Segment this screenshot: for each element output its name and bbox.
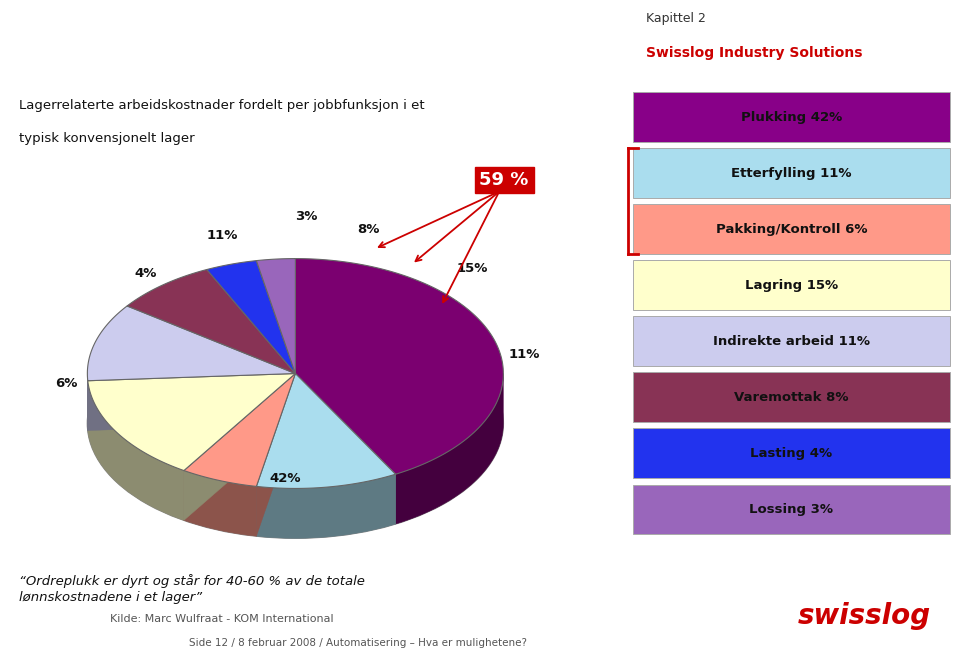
Polygon shape (296, 259, 503, 474)
Text: Etterfylling 11%: Etterfylling 11% (732, 167, 852, 180)
Text: Kilde: Marc Wulfraat - KOM International: Kilde: Marc Wulfraat - KOM International (109, 614, 333, 624)
Text: lønnskostnadene i et lager”: lønnskostnadene i et lager” (19, 591, 203, 604)
Text: 15%: 15% (456, 262, 488, 275)
Text: Varemottak 8%: Varemottak 8% (734, 390, 849, 404)
Text: 6%: 6% (56, 377, 78, 390)
Polygon shape (256, 374, 396, 488)
Text: ORDREPLUKK ER DYRT: ORDREPLUKK ER DYRT (25, 32, 429, 63)
Polygon shape (396, 374, 503, 524)
Polygon shape (206, 261, 296, 374)
Text: swisslog: swisslog (798, 602, 931, 630)
Polygon shape (296, 374, 396, 524)
Text: 11%: 11% (509, 348, 540, 361)
Polygon shape (87, 374, 296, 430)
Text: typisk konvensjonelt lager: typisk konvensjonelt lager (19, 132, 195, 145)
FancyBboxPatch shape (633, 204, 949, 254)
FancyBboxPatch shape (633, 485, 949, 534)
Polygon shape (296, 374, 396, 524)
Text: Plukking 42%: Plukking 42% (741, 110, 842, 123)
Polygon shape (184, 471, 256, 536)
Text: “Ordreplukk er dyrt og står for 40-60 % av de totale: “Ordreplukk er dyrt og står for 40-60 % … (19, 574, 365, 588)
FancyBboxPatch shape (475, 167, 534, 193)
Text: 4%: 4% (134, 268, 156, 280)
Text: 59 %: 59 % (479, 171, 528, 189)
Polygon shape (184, 374, 296, 520)
Text: Lasting 4%: Lasting 4% (751, 447, 832, 460)
Polygon shape (127, 270, 296, 374)
Ellipse shape (87, 308, 503, 538)
Text: Swisslog Industry Solutions: Swisslog Industry Solutions (646, 46, 863, 61)
FancyBboxPatch shape (633, 316, 949, 366)
Polygon shape (184, 374, 296, 520)
FancyBboxPatch shape (633, 428, 949, 478)
Polygon shape (256, 474, 396, 538)
Polygon shape (87, 306, 296, 381)
Text: 42%: 42% (269, 472, 300, 485)
Text: 3%: 3% (295, 210, 317, 223)
Polygon shape (87, 381, 184, 520)
Polygon shape (184, 374, 296, 486)
Text: Side 12 / 8 februar 2008 / Automatisering – Hva er mulighetene?: Side 12 / 8 februar 2008 / Automatiserin… (188, 638, 526, 648)
FancyBboxPatch shape (633, 372, 949, 422)
Polygon shape (256, 374, 296, 536)
Text: Kapittel 2: Kapittel 2 (646, 12, 707, 25)
Text: Indirekte arbeid 11%: Indirekte arbeid 11% (713, 335, 870, 348)
Polygon shape (256, 374, 296, 536)
FancyBboxPatch shape (633, 92, 949, 142)
Text: Lagerrelaterte arbeidskostnader fordelt per jobbfunksjon i et: Lagerrelaterte arbeidskostnader fordelt … (19, 99, 425, 112)
Polygon shape (87, 374, 296, 430)
Text: 8%: 8% (357, 223, 379, 236)
Text: Pakking/Kontroll 6%: Pakking/Kontroll 6% (715, 223, 867, 236)
Text: Lagring 15%: Lagring 15% (745, 279, 838, 292)
Polygon shape (256, 259, 296, 374)
FancyBboxPatch shape (633, 261, 949, 310)
Text: Lossing 3%: Lossing 3% (750, 503, 833, 516)
FancyBboxPatch shape (633, 148, 949, 198)
Polygon shape (87, 374, 296, 471)
Text: 11%: 11% (206, 229, 238, 242)
